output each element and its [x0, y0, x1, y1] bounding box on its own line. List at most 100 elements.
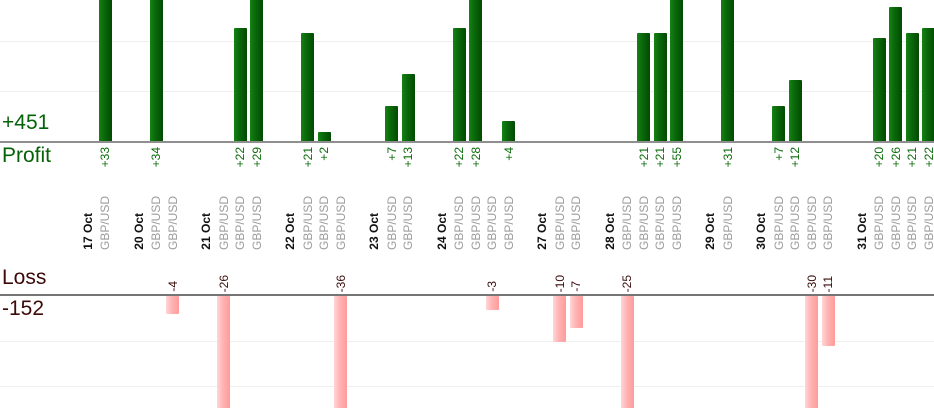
profit-bar[interactable]	[469, 0, 483, 142]
symbol-label: GBP/USD	[401, 195, 416, 250]
profit-bar[interactable]	[452, 28, 466, 142]
date-label: 31 Oct	[854, 213, 869, 250]
symbol-label: GBP/USD	[501, 195, 516, 250]
loss-bar[interactable]	[217, 296, 231, 408]
symbol-label: GBP/USD	[468, 195, 483, 250]
profit-value-label: +31	[720, 147, 735, 168]
loss-bar[interactable]	[334, 296, 348, 408]
symbol-label: GBP/USD	[636, 195, 651, 250]
profit-total: +451	[2, 111, 50, 134]
profit-axis-line	[0, 141, 934, 143]
symbol-label: GBP/USD	[249, 195, 264, 250]
symbol-label: GBP/USD	[653, 195, 668, 250]
symbol-label: GBP/USD	[771, 195, 786, 250]
symbol-label: GBP/USD	[384, 195, 399, 250]
symbol-label: GBP/USD	[888, 195, 903, 250]
profit-bar[interactable]	[385, 106, 399, 142]
profit-value-label: +12	[788, 147, 803, 168]
profit-plot-area	[0, 0, 934, 142]
gridline	[0, 41, 934, 42]
loss-value-label: -3	[485, 281, 500, 292]
loss-section-label: Loss	[2, 266, 47, 289]
symbol-label: GBP/USD	[216, 195, 231, 250]
profit-bar[interactable]	[233, 28, 247, 142]
symbol-label: GBP/USD	[233, 195, 248, 250]
symbol-label: GBP/USD	[552, 195, 567, 250]
loss-plot-area	[0, 296, 934, 408]
profit-value-label: +29	[249, 147, 264, 168]
symbol-label: GBP/USD	[905, 195, 920, 250]
gridline	[0, 341, 934, 342]
profit-value-label: +21	[636, 147, 651, 168]
profit-value-label: +55	[669, 147, 684, 168]
profit-bar[interactable]	[922, 28, 934, 142]
symbol-label: GBP/USD	[333, 195, 348, 250]
profit-bar[interactable]	[653, 33, 667, 142]
symbol-label: GBP/USD	[317, 195, 332, 250]
symbol-label: GBP/USD	[872, 195, 887, 250]
profit-section-label: Profit	[2, 144, 52, 167]
profit-bar[interactable]	[98, 0, 112, 142]
loss-value-label: -10	[552, 274, 567, 292]
loss-bar[interactable]	[569, 296, 583, 328]
loss-bar[interactable]	[620, 296, 634, 408]
profit-value-label: +7	[771, 147, 786, 161]
date-label: 20 Oct	[131, 213, 146, 250]
symbol-label: GBP/USD	[804, 195, 819, 250]
loss-bar[interactable]	[553, 296, 567, 342]
profit-value-label: +22	[452, 147, 467, 168]
profit-value-label: +22	[921, 147, 934, 168]
profit-value-label: +33	[98, 147, 113, 168]
loss-bar[interactable]	[166, 296, 180, 314]
symbol-label: GBP/USD	[620, 195, 635, 250]
loss-value-label: -36	[333, 274, 348, 292]
profit-value-label: +4	[501, 147, 516, 161]
profit-value-label: +21	[905, 147, 920, 168]
date-label: 23 Oct	[367, 213, 381, 250]
symbol-label: GBP/USD	[300, 195, 315, 250]
loss-value-label: -25	[620, 274, 635, 292]
profit-bar[interactable]	[301, 33, 315, 142]
profit-bar[interactable]	[788, 80, 802, 142]
profit-bar[interactable]	[401, 74, 415, 142]
loss-axis-line	[0, 294, 934, 296]
symbol-label: GBP/USD	[452, 195, 467, 250]
symbol-label: GBP/USD	[98, 195, 113, 250]
profit-value-label: +28	[468, 147, 483, 168]
profit-value-label: +13	[401, 147, 416, 168]
profit-value-label: +21	[653, 147, 668, 168]
symbol-label: GBP/USD	[821, 195, 836, 250]
profit-value-label: +2	[317, 147, 332, 161]
loss-value-label: -26	[216, 274, 231, 292]
profit-bar[interactable]	[670, 0, 684, 142]
loss-value-label: -4	[165, 281, 180, 292]
symbol-label: GBP/USD	[149, 195, 164, 250]
profit-bar[interactable]	[772, 106, 786, 142]
profit-value-label: +21	[300, 147, 315, 168]
symbol-label: GBP/USD	[485, 195, 500, 250]
profit-bar[interactable]	[721, 0, 735, 142]
profit-bar[interactable]	[149, 0, 163, 142]
loss-bar[interactable]	[485, 296, 499, 310]
symbol-label: GBP/USD	[788, 195, 803, 250]
loss-bar[interactable]	[805, 296, 819, 408]
profit-bar[interactable]	[250, 0, 264, 142]
profit-value-label: +22	[233, 147, 248, 168]
profit-bar[interactable]	[502, 121, 516, 142]
date-label: 24 Oct	[434, 213, 449, 250]
profit-bar[interactable]	[872, 38, 886, 142]
symbol-label: GBP/USD	[720, 195, 735, 250]
loss-total: -152	[2, 297, 45, 320]
gridline	[0, 91, 934, 92]
profit-bar[interactable]	[905, 33, 919, 142]
loss-bar[interactable]	[821, 296, 835, 346]
date-label: 21 Oct	[199, 213, 213, 250]
profit-bar[interactable]	[889, 7, 903, 142]
profit-bar[interactable]	[637, 33, 651, 142]
symbol-label: GBP/USD	[569, 195, 584, 250]
symbol-label: GBP/USD	[669, 195, 684, 250]
profit-bar[interactable]	[317, 132, 331, 142]
profit-value-label: +20	[872, 147, 887, 168]
date-label: 28 Oct	[602, 213, 617, 250]
